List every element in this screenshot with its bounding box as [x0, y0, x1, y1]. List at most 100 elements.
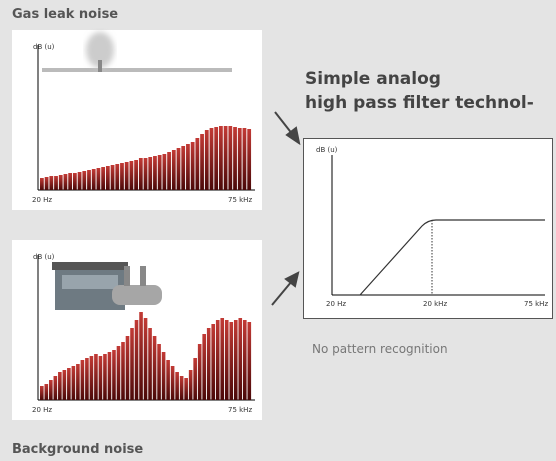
bar — [58, 372, 62, 400]
bar — [77, 172, 82, 190]
bar — [153, 156, 157, 190]
bar — [167, 152, 171, 190]
x-label: 20 Hz — [32, 196, 52, 204]
bar — [224, 320, 229, 400]
bar — [200, 134, 204, 190]
bar — [54, 176, 58, 190]
bar — [112, 350, 116, 400]
bar — [215, 320, 220, 400]
bar — [110, 165, 115, 190]
bar — [121, 342, 125, 400]
bar — [80, 360, 85, 400]
bar — [175, 372, 179, 400]
bar — [161, 352, 166, 400]
bar — [134, 160, 138, 190]
y-label: dB (u) — [33, 43, 55, 51]
bar — [67, 368, 71, 400]
bar — [233, 127, 237, 190]
bar — [152, 336, 157, 400]
bar — [115, 164, 120, 190]
bar — [193, 358, 197, 400]
bar — [143, 318, 148, 400]
bar — [148, 328, 152, 400]
gas-title: Gas leak noise — [12, 7, 118, 22]
bar — [76, 364, 80, 400]
pipe-illustration — [42, 32, 232, 72]
machine-illustration — [52, 262, 162, 310]
bar — [238, 318, 243, 400]
bar — [184, 378, 188, 400]
bar — [44, 384, 49, 400]
bar — [157, 344, 161, 400]
bar — [195, 138, 200, 190]
bar — [116, 346, 121, 400]
arrows — [271, 111, 301, 306]
bar — [220, 318, 225, 400]
bar — [209, 128, 214, 190]
bar — [98, 356, 103, 400]
bar — [72, 173, 77, 190]
x-label: 75 kHz — [524, 300, 548, 308]
bar — [125, 336, 130, 400]
bar — [179, 376, 184, 400]
bar — [101, 167, 106, 190]
bar — [138, 158, 143, 190]
bar — [82, 171, 87, 190]
bar — [166, 360, 170, 400]
bar — [130, 328, 134, 400]
bar — [186, 144, 190, 190]
bar — [94, 354, 98, 400]
bar — [171, 150, 176, 190]
bar — [157, 155, 162, 190]
bar — [134, 320, 139, 400]
bar — [68, 173, 73, 190]
bar — [103, 354, 107, 400]
bar — [190, 142, 195, 190]
bar — [139, 312, 143, 400]
filter-curve — [359, 219, 545, 296]
bar — [129, 161, 134, 190]
bar — [124, 162, 129, 190]
bar — [96, 168, 101, 190]
bar — [181, 146, 186, 190]
bar — [44, 177, 49, 190]
filter-title: Simple analog — [305, 69, 441, 89]
bar — [120, 163, 124, 190]
bar — [49, 176, 54, 190]
bar — [58, 175, 63, 190]
bar — [63, 174, 68, 190]
spectrum — [40, 126, 252, 190]
bar — [228, 126, 233, 190]
bar — [170, 366, 175, 400]
bar — [91, 169, 96, 190]
bar — [148, 157, 153, 190]
bar — [237, 128, 242, 190]
bar — [87, 170, 91, 190]
caption: No pattern recognition — [312, 342, 448, 356]
bar — [197, 344, 202, 400]
bar — [62, 370, 67, 400]
bar — [162, 154, 167, 190]
bar — [242, 320, 247, 400]
filter-title: high pass filter technol- — [305, 93, 534, 113]
x-label: 75 kHz — [228, 196, 252, 204]
bar — [223, 126, 228, 190]
bar — [188, 370, 193, 400]
x-label: 20 Hz — [32, 406, 52, 414]
bar — [40, 386, 44, 400]
x-label: 20 kHz — [423, 300, 447, 308]
x-label: 20 Hz — [326, 300, 346, 308]
bar — [233, 320, 238, 400]
bar — [242, 128, 247, 190]
bar — [247, 129, 252, 190]
bar — [204, 130, 209, 190]
bar — [105, 166, 110, 190]
bar — [219, 126, 223, 190]
bar — [211, 324, 216, 400]
bar — [85, 358, 89, 400]
bar — [53, 376, 58, 400]
x-label: 75 kHz — [228, 406, 252, 414]
y-label: dB (u) — [316, 146, 338, 154]
